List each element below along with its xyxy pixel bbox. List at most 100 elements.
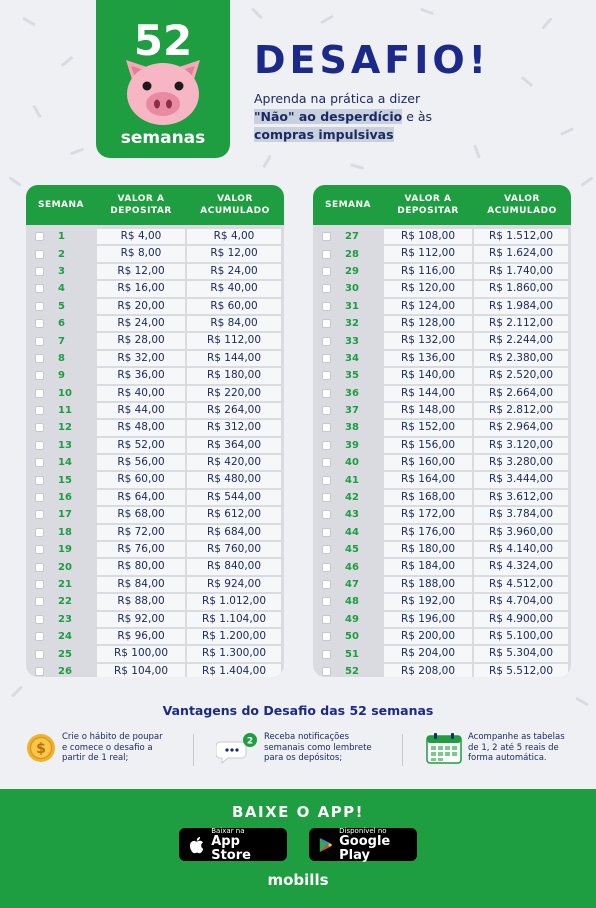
table-row: 28 R$ 112,00 R$ 1.624,00 xyxy=(313,245,571,262)
week-checkbox[interactable] xyxy=(35,232,44,242)
coin-icon: $ xyxy=(27,733,55,762)
week-checkbox[interactable] xyxy=(322,545,331,555)
week-checkbox[interactable] xyxy=(322,319,331,329)
week-number: 48 xyxy=(345,596,359,608)
week-checkbox[interactable] xyxy=(35,249,44,259)
week-number: 42 xyxy=(345,492,359,504)
week-checkbox[interactable] xyxy=(322,562,331,572)
week-checkbox[interactable] xyxy=(322,336,331,346)
week-checkbox[interactable] xyxy=(322,649,331,659)
week-checkbox[interactable] xyxy=(322,475,331,485)
week-checkbox[interactable] xyxy=(322,249,331,259)
week-checkbox[interactable] xyxy=(35,580,44,589)
week-checkbox[interactable] xyxy=(35,666,44,676)
deposit-cell: R$ 116,00 xyxy=(384,263,472,280)
accumulated-cell: R$ 5.100,00 xyxy=(474,628,568,645)
week-number: 3 xyxy=(58,265,65,277)
footer: BAIXE O APP! Baixar na App Store Disponí… xyxy=(0,789,596,908)
table-row: 33 R$ 132,00 R$ 2.244,00 xyxy=(313,332,571,349)
accumulated-cell: R$ 3.784,00 xyxy=(474,507,568,523)
week-checkbox[interactable] xyxy=(35,423,44,433)
week-checkbox[interactable] xyxy=(322,232,331,242)
week-checkbox[interactable] xyxy=(35,597,44,607)
week-checkbox[interactable] xyxy=(322,353,331,363)
table-row: 50 R$ 200,00 R$ 5.100,00 xyxy=(313,628,571,645)
app-store-small: Baixar na xyxy=(211,826,245,835)
table-row: 19 R$ 76,00 R$ 760,00 xyxy=(26,541,284,558)
google-play-big: Google Play xyxy=(339,833,391,863)
google-play-button[interactable]: Disponível no Google Play xyxy=(309,827,417,863)
week-checkbox[interactable] xyxy=(35,510,44,520)
table-row: 22 R$ 88,00 R$ 1.012,00 xyxy=(26,593,284,610)
week-checkbox[interactable] xyxy=(35,493,44,503)
deposit-cell: R$ 160,00 xyxy=(384,455,472,471)
week-number: 33 xyxy=(345,335,359,347)
deposit-cell: R$ 36,00 xyxy=(97,368,185,384)
accumulated-cell: R$ 5.512,00 xyxy=(474,663,568,677)
week-checkbox[interactable] xyxy=(322,301,331,311)
week-checkbox[interactable] xyxy=(322,597,331,607)
week-checkbox[interactable] xyxy=(35,562,44,572)
deposit-cell: R$ 76,00 xyxy=(97,542,185,558)
week-checkbox[interactable] xyxy=(35,371,44,381)
week-cell: 13 xyxy=(26,440,96,451)
week-checkbox[interactable] xyxy=(35,527,44,537)
week-cell: 14 xyxy=(26,457,96,468)
week-checkbox[interactable] xyxy=(322,527,331,537)
week-checkbox[interactable] xyxy=(322,510,331,520)
download-cta: BAIXE O APP! xyxy=(231,803,365,821)
week-cell: 20 xyxy=(26,562,96,573)
week-checkbox[interactable] xyxy=(35,440,44,450)
advantage-item-notifications: 2 Receba notificações semanais como lemb… xyxy=(216,732,372,764)
week-checkbox[interactable] xyxy=(322,614,331,624)
week-checkbox[interactable] xyxy=(35,284,44,294)
week-checkbox[interactable] xyxy=(35,475,44,485)
week-checkbox[interactable] xyxy=(322,632,331,642)
table-row: 25 R$ 100,00 R$ 1.300,00 xyxy=(26,645,284,662)
week-checkbox[interactable] xyxy=(35,301,44,311)
deposit-cell: R$ 140,00 xyxy=(384,368,472,384)
week-checkbox[interactable] xyxy=(322,493,331,503)
week-checkbox[interactable] xyxy=(35,649,44,659)
deposit-cell: R$ 56,00 xyxy=(97,455,185,471)
accumulated-cell: R$ 924,00 xyxy=(187,576,281,593)
week-checkbox[interactable] xyxy=(35,388,44,398)
week-checkbox[interactable] xyxy=(322,371,331,381)
week-checkbox[interactable] xyxy=(35,632,44,642)
week-checkbox[interactable] xyxy=(35,266,44,276)
accumulated-cell: R$ 1.860,00 xyxy=(474,281,568,297)
table-row: 41 R$ 164,00 R$ 3.444,00 xyxy=(313,471,571,488)
accumulated-cell: R$ 1.740,00 xyxy=(474,263,568,280)
week-checkbox[interactable] xyxy=(35,319,44,329)
accumulated-cell: R$ 12,00 xyxy=(187,246,281,262)
week-checkbox[interactable] xyxy=(322,580,331,589)
week-checkbox[interactable] xyxy=(35,336,44,346)
week-checkbox[interactable] xyxy=(35,406,44,416)
table-row: 45 R$ 180,00 R$ 4.140,00 xyxy=(313,541,571,558)
week-number: 36 xyxy=(345,387,359,399)
logo-card: 52 semanas xyxy=(96,0,230,158)
advantage-line: Acompanhe as tabelas xyxy=(468,732,565,743)
week-checkbox[interactable] xyxy=(322,284,331,294)
app-store-button[interactable]: Baixar na App Store xyxy=(179,826,287,862)
week-checkbox[interactable] xyxy=(35,353,44,363)
accumulated-cell: R$ 220,00 xyxy=(187,385,281,401)
week-checkbox[interactable] xyxy=(322,423,331,433)
week-number: 37 xyxy=(345,405,359,417)
week-number: 15 xyxy=(58,474,72,486)
accumulated-cell: R$ 40,00 xyxy=(187,281,281,297)
week-cell: 39 xyxy=(313,440,383,451)
week-checkbox[interactable] xyxy=(322,266,331,276)
week-checkbox[interactable] xyxy=(322,440,331,450)
deposit-cell: R$ 188,00 xyxy=(384,576,472,593)
week-checkbox[interactable] xyxy=(322,458,331,468)
week-number: 52 xyxy=(345,665,359,677)
week-checkbox[interactable] xyxy=(322,406,331,416)
week-checkbox[interactable] xyxy=(35,458,44,468)
week-checkbox[interactable] xyxy=(35,545,44,555)
advantage-line: de 1, 2 até 5 reais de xyxy=(468,742,559,753)
divider xyxy=(402,734,403,766)
week-checkbox[interactable] xyxy=(35,614,44,624)
week-checkbox[interactable] xyxy=(322,666,331,676)
week-checkbox[interactable] xyxy=(322,388,331,398)
